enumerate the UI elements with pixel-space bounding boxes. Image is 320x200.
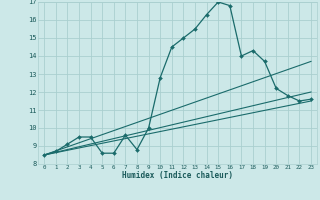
X-axis label: Humidex (Indice chaleur): Humidex (Indice chaleur): [122, 171, 233, 180]
